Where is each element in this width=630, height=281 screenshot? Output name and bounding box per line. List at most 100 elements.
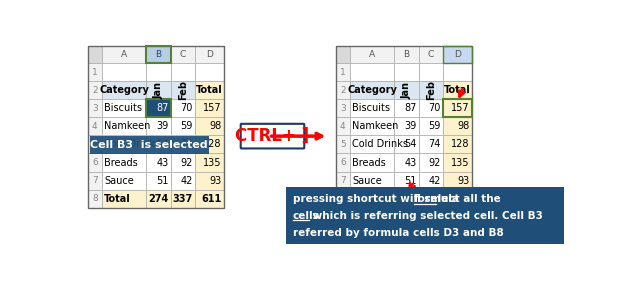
Text: Namkeen: Namkeen — [352, 121, 398, 131]
Text: 274: 274 — [148, 194, 168, 204]
Text: 43: 43 — [404, 158, 416, 167]
Bar — [443, 190, 472, 208]
Text: 54: 54 — [156, 139, 168, 149]
Text: 74: 74 — [428, 139, 441, 149]
Text: Total: Total — [352, 194, 379, 204]
Bar — [394, 190, 419, 208]
Bar — [101, 172, 146, 190]
Text: Feb: Feb — [178, 80, 188, 100]
Text: 337: 337 — [173, 194, 193, 204]
Bar — [195, 172, 224, 190]
Bar — [443, 117, 472, 135]
Bar — [336, 99, 350, 117]
Bar — [101, 190, 146, 208]
Text: 8: 8 — [340, 194, 346, 203]
Text: 6: 6 — [340, 158, 346, 167]
Bar — [336, 172, 350, 190]
Text: Total: Total — [104, 194, 130, 204]
Bar — [419, 63, 443, 81]
Bar — [336, 190, 350, 208]
Text: CTRL+ ]: CTRL+ ] — [236, 127, 309, 145]
Bar — [195, 153, 224, 172]
Text: D: D — [454, 50, 461, 59]
Bar — [88, 81, 101, 99]
Bar — [350, 81, 394, 99]
Bar — [394, 153, 419, 172]
Bar — [419, 190, 443, 208]
Text: 42: 42 — [180, 176, 193, 186]
Text: 54: 54 — [404, 139, 416, 149]
Text: C: C — [180, 50, 186, 59]
Text: 6: 6 — [92, 158, 98, 167]
Text: 135: 135 — [451, 158, 469, 167]
Text: pressing shortcut will select all the: pressing shortcut will select all the — [293, 194, 504, 204]
Text: Jan: Jan — [401, 82, 411, 99]
Text: 70: 70 — [180, 103, 193, 113]
Bar — [146, 117, 171, 135]
Bar — [171, 117, 195, 135]
Bar — [350, 99, 394, 117]
Text: 157: 157 — [450, 103, 469, 113]
Bar — [419, 135, 443, 153]
Text: 59: 59 — [180, 121, 193, 131]
Bar — [88, 153, 101, 172]
Text: A: A — [121, 50, 127, 59]
Text: 2: 2 — [92, 86, 98, 95]
Text: B: B — [156, 50, 162, 59]
Text: which is referring selected cell. Cell B3: which is referring selected cell. Cell B… — [309, 211, 542, 221]
Text: Cold Drinks: Cold Drinks — [104, 139, 160, 149]
Bar — [171, 135, 195, 153]
Text: 3: 3 — [92, 104, 98, 113]
Text: 74: 74 — [180, 139, 193, 149]
Text: 4: 4 — [340, 122, 346, 131]
Text: 5: 5 — [92, 140, 98, 149]
Text: Category: Category — [347, 85, 397, 95]
Text: Biscuits: Biscuits — [104, 103, 142, 113]
Bar — [394, 99, 419, 117]
Bar — [88, 117, 101, 135]
Text: C: C — [428, 50, 434, 59]
Bar — [443, 46, 472, 63]
Bar — [101, 81, 146, 99]
Bar — [336, 153, 350, 172]
Text: 135: 135 — [203, 158, 221, 167]
Text: 274: 274 — [396, 194, 416, 204]
Bar — [394, 63, 419, 81]
Text: 51: 51 — [156, 176, 168, 186]
Text: Cold Drinks: Cold Drinks — [352, 139, 408, 149]
Text: 87: 87 — [156, 103, 168, 113]
Bar — [89, 136, 209, 154]
Bar — [146, 172, 171, 190]
Text: Breads: Breads — [104, 158, 138, 167]
Bar — [350, 63, 394, 81]
Bar — [350, 172, 394, 190]
Bar — [350, 190, 394, 208]
Bar — [336, 46, 472, 208]
Text: referred by formula cells D3 and B8: referred by formula cells D3 and B8 — [293, 228, 503, 238]
Text: 2: 2 — [340, 86, 346, 95]
Text: 611: 611 — [449, 194, 469, 204]
Bar — [394, 135, 419, 153]
Bar — [394, 190, 419, 208]
Text: Breads: Breads — [352, 158, 386, 167]
Bar — [336, 117, 350, 135]
Bar — [350, 117, 394, 135]
Bar — [443, 153, 472, 172]
Bar — [350, 46, 394, 63]
Bar — [101, 117, 146, 135]
Bar — [88, 135, 101, 153]
Text: 70: 70 — [428, 103, 441, 113]
Bar — [101, 46, 146, 63]
Text: formula: formula — [414, 194, 460, 204]
Bar — [443, 172, 472, 190]
Text: Namkeen: Namkeen — [104, 121, 151, 131]
Text: 39: 39 — [156, 121, 168, 131]
Bar — [88, 190, 101, 208]
Bar — [350, 135, 394, 153]
Text: B: B — [403, 50, 410, 59]
Bar — [146, 81, 171, 99]
Bar — [171, 153, 195, 172]
Bar — [146, 46, 171, 63]
Bar — [88, 172, 101, 190]
Text: 93: 93 — [209, 176, 221, 186]
